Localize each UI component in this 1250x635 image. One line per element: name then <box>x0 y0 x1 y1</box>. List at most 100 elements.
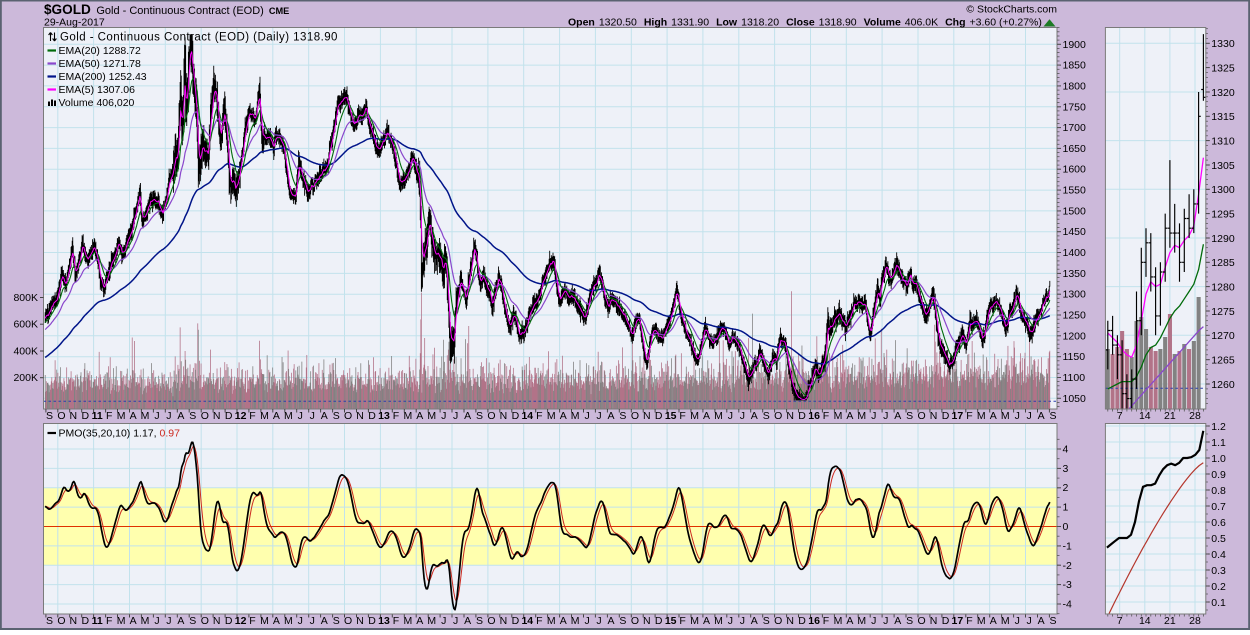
svg-text:1.1: 1.1 <box>1211 437 1226 449</box>
svg-text:1400: 1400 <box>1063 247 1087 259</box>
svg-text:0.9: 0.9 <box>1211 469 1226 481</box>
svg-text:M: M <box>977 410 986 422</box>
svg-text:-3: -3 <box>1063 579 1072 591</box>
svg-text:A: A <box>846 410 853 422</box>
svg-text:O: O <box>631 615 639 627</box>
svg-text:J: J <box>883 410 888 422</box>
svg-text:O: O <box>918 615 926 627</box>
svg-text:M: M <box>857 410 866 422</box>
svg-text:N: N <box>786 410 794 422</box>
svg-text:12: 12 <box>235 410 247 422</box>
svg-text:A: A <box>464 615 471 627</box>
svg-text:1.0: 1.0 <box>1211 453 1226 465</box>
svg-text:J: J <box>1026 615 1031 627</box>
svg-text:400K: 400K <box>13 346 38 358</box>
svg-text:F: F <box>393 615 399 627</box>
svg-text:EMA(50) 1271.78: EMA(50) 1271.78 <box>59 58 141 70</box>
svg-text:N: N <box>213 615 221 627</box>
svg-text:F: F <box>536 410 542 422</box>
svg-text:N: N <box>500 615 508 627</box>
svg-text:J: J <box>728 410 733 422</box>
svg-text:M: M <box>571 615 580 627</box>
svg-text:0.3: 0.3 <box>1211 565 1226 577</box>
svg-text:A: A <box>607 410 614 422</box>
svg-text:N: N <box>643 615 651 627</box>
svg-text:O: O <box>201 410 209 422</box>
svg-text:D: D <box>655 615 663 627</box>
svg-text:Gold - Continuous Contract (EO: Gold - Continuous Contract (EOD) (Daily)… <box>60 32 338 44</box>
svg-text:1.2: 1.2 <box>1211 421 1226 433</box>
svg-text:17: 17 <box>952 615 964 627</box>
svg-text:A: A <box>130 410 137 422</box>
svg-text:14: 14 <box>1139 410 1151 422</box>
svg-text:A: A <box>990 615 997 627</box>
svg-text:3: 3 <box>1063 463 1069 475</box>
svg-text:21: 21 <box>1164 615 1176 627</box>
svg-text:J: J <box>298 615 303 627</box>
svg-text:J: J <box>740 615 745 627</box>
svg-text:O: O <box>774 410 782 422</box>
svg-text:1200: 1200 <box>1063 330 1087 342</box>
svg-text:F: F <box>823 410 829 422</box>
svg-text:1305: 1305 <box>1211 160 1235 172</box>
svg-text:O: O <box>57 410 65 422</box>
svg-text:1100: 1100 <box>1063 372 1086 384</box>
svg-text:F: F <box>393 410 399 422</box>
svg-text:O: O <box>918 410 926 422</box>
svg-text:A: A <box>894 410 901 422</box>
svg-text:D: D <box>512 615 520 627</box>
svg-text:Volume 406,020: Volume 406,020 <box>59 97 135 109</box>
svg-text:1650: 1650 <box>1063 143 1087 155</box>
svg-text:J: J <box>740 410 745 422</box>
svg-text:A: A <box>703 410 710 422</box>
svg-text:N: N <box>70 410 78 422</box>
svg-text:M: M <box>404 410 413 422</box>
svg-text:S: S <box>1049 615 1056 627</box>
svg-text:D: D <box>82 615 90 627</box>
svg-text:S: S <box>189 410 196 422</box>
svg-text:1295: 1295 <box>1211 208 1235 220</box>
svg-text:28: 28 <box>1189 410 1201 422</box>
svg-text:1290: 1290 <box>1211 233 1235 245</box>
svg-text:D: D <box>798 410 806 422</box>
svg-text:0.2: 0.2 <box>1211 581 1226 593</box>
svg-text:A: A <box>560 615 567 627</box>
svg-text:S: S <box>906 410 913 422</box>
svg-text:D: D <box>512 410 520 422</box>
svg-text:D: D <box>798 615 806 627</box>
svg-text:1550: 1550 <box>1063 185 1087 197</box>
svg-text:-1: -1 <box>1063 540 1072 552</box>
svg-text:J: J <box>310 410 315 422</box>
svg-text:O: O <box>631 410 639 422</box>
svg-text:F: F <box>106 615 112 627</box>
svg-text:29-Aug-2017: 29-Aug-2017 <box>44 16 105 28</box>
svg-text:15: 15 <box>665 410 677 422</box>
svg-text:1320: 1320 <box>1211 87 1235 99</box>
svg-text:O: O <box>344 615 352 627</box>
svg-text:S: S <box>476 615 483 627</box>
svg-text:J: J <box>596 615 601 627</box>
svg-text:0.1: 0.1 <box>1211 597 1226 609</box>
svg-text:0: 0 <box>1063 521 1069 533</box>
svg-text:F: F <box>679 410 685 422</box>
svg-text:-2: -2 <box>1063 560 1072 572</box>
svg-text:0.5: 0.5 <box>1211 533 1226 545</box>
svg-text:N: N <box>643 410 651 422</box>
svg-text:S: S <box>906 615 913 627</box>
svg-text:M: M <box>260 615 269 627</box>
svg-text:600K: 600K <box>13 319 38 331</box>
svg-text:A: A <box>990 410 997 422</box>
svg-text:S: S <box>333 615 340 627</box>
svg-text:11: 11 <box>92 410 103 422</box>
svg-text:J: J <box>453 410 458 422</box>
svg-text:1600: 1600 <box>1063 164 1087 176</box>
svg-text:1500: 1500 <box>1063 205 1087 217</box>
svg-text:11: 11 <box>92 615 103 627</box>
svg-text:13: 13 <box>378 410 390 422</box>
svg-text:O: O <box>201 615 209 627</box>
svg-text:1: 1 <box>1063 502 1069 514</box>
svg-text:1330: 1330 <box>1211 38 1235 50</box>
svg-text:M: M <box>857 615 866 627</box>
svg-text:J: J <box>453 615 458 627</box>
svg-text:7: 7 <box>1117 615 1123 627</box>
